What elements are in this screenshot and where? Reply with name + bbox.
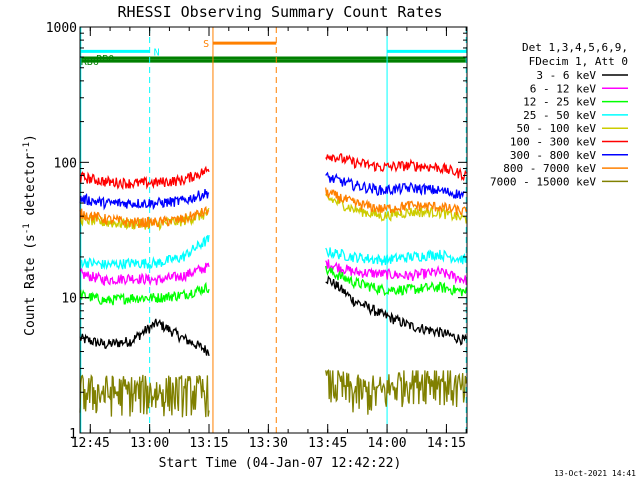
x-tick-label: 13:15 bbox=[189, 436, 228, 451]
flag-label: N bbox=[154, 47, 160, 58]
x-axis-label: Start Time (04-Jan-07 12:42:22) bbox=[159, 456, 402, 471]
series-line bbox=[325, 153, 467, 182]
legend-entry-label: 12 - 25 keV bbox=[523, 96, 596, 109]
series-line bbox=[79, 234, 210, 271]
series-lines bbox=[79, 153, 467, 418]
y-tick-label: 10 bbox=[61, 292, 77, 307]
y-axis-label-end: ) bbox=[23, 134, 38, 142]
flag-label: RB0 bbox=[96, 54, 114, 65]
time-marker-lines bbox=[80, 27, 467, 433]
series-line bbox=[325, 368, 467, 415]
y-tick-label: 100 bbox=[54, 156, 77, 171]
legend-entry-label: 25 - 50 keV bbox=[523, 109, 596, 122]
y-axis-label: Count Rate (s-1 detector-1) bbox=[22, 134, 38, 336]
series-line bbox=[325, 275, 467, 346]
flag-label: RB6 bbox=[81, 57, 99, 68]
series-line bbox=[79, 262, 210, 287]
series-line bbox=[79, 205, 210, 230]
footer-date: 13-Oct-2021 14:41 bbox=[554, 469, 636, 478]
series-line bbox=[79, 189, 210, 211]
series-line bbox=[79, 281, 210, 306]
y-axis-label-mid: detector bbox=[23, 153, 38, 224]
series-line bbox=[325, 187, 467, 216]
legend: Det 1,3,4,5,6,9, FDecim 1, Att 0 3 - 6 k… bbox=[490, 41, 628, 188]
legend-header-line-2: FDecim 1, Att 0 bbox=[529, 55, 628, 68]
legend-entry-label: 3 - 6 keV bbox=[536, 69, 596, 82]
x-tick-label: 13:30 bbox=[249, 436, 288, 451]
y-axis-label-main: Count Rate (s bbox=[23, 234, 38, 336]
series-line bbox=[325, 265, 467, 297]
legend-entry-label: 100 - 300 keV bbox=[510, 136, 596, 149]
y-tick-label: 1 bbox=[69, 427, 77, 442]
series-line bbox=[79, 318, 210, 357]
series-line bbox=[79, 373, 210, 418]
flag-label: S bbox=[203, 39, 209, 50]
legend-entry-label: 6 - 12 keV bbox=[530, 82, 597, 95]
plot-frame bbox=[79, 26, 468, 434]
legend-entry-label: 300 - 800 keV bbox=[510, 149, 596, 162]
x-tick-label: 12:45 bbox=[71, 436, 110, 451]
chart-title: RHESSI Observing Summary Count Rates bbox=[117, 3, 442, 21]
x-tick-label: 14:00 bbox=[367, 436, 406, 451]
legend-entry-label: 50 - 100 keV bbox=[517, 122, 597, 135]
y-axis-label-sup2: -1 bbox=[22, 142, 32, 153]
series-line bbox=[325, 259, 467, 285]
y-tick-label: 1000 bbox=[46, 21, 77, 36]
x-tick-label: 13:45 bbox=[308, 436, 347, 451]
series-line bbox=[325, 171, 467, 200]
series-line bbox=[79, 165, 210, 191]
y-axis-label-sup1: -1 bbox=[22, 223, 32, 234]
legend-header-line-1: Det 1,3,4,5,6,9, bbox=[522, 41, 628, 54]
axes: 1 10 100 1000 12:45 13:00 13:15 13:30 13:45 14:00… bbox=[46, 21, 468, 451]
legend-entry-label: 800 - 7000 keV bbox=[503, 162, 596, 175]
legend-entry-label: 7000 - 15000 keV bbox=[490, 175, 596, 188]
x-tick-label: 13:00 bbox=[130, 436, 169, 451]
series-line bbox=[325, 247, 467, 266]
x-tick-label: 14:15 bbox=[427, 436, 466, 451]
